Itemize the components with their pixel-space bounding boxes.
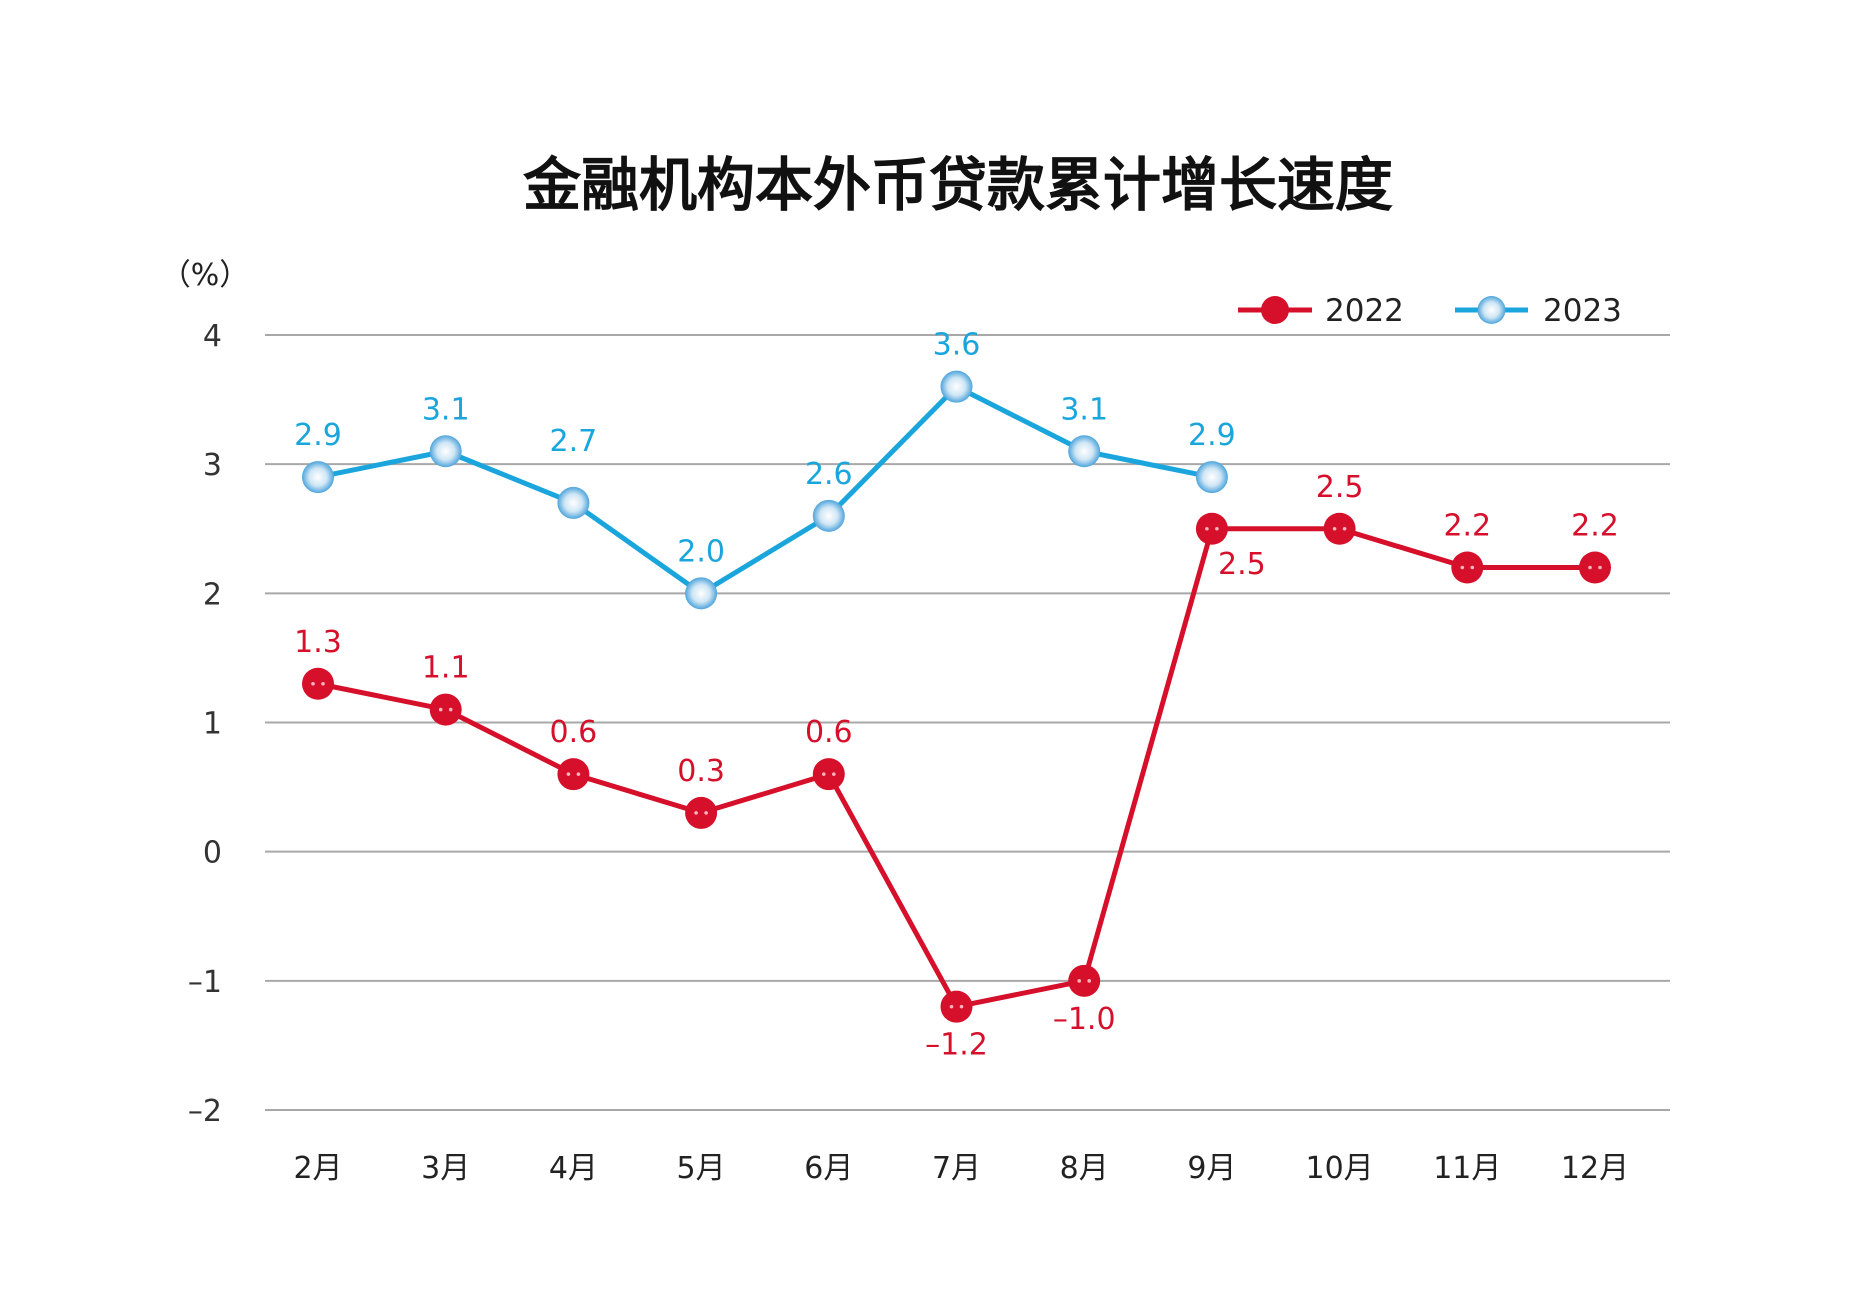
data-label: 2.5 xyxy=(1218,547,1266,582)
data-label: 1.1 xyxy=(422,651,470,686)
data-label: 2.9 xyxy=(1188,418,1236,453)
data-label: 2.6 xyxy=(805,457,853,492)
data-point-highlight xyxy=(1460,565,1465,570)
data-point-highlight xyxy=(438,707,443,712)
data-point xyxy=(1068,435,1101,468)
legend-swatch-marker xyxy=(1261,296,1289,324)
data-point xyxy=(1451,551,1484,584)
x-tick-label: 9月 xyxy=(1187,1151,1236,1186)
legend-label: 2022 xyxy=(1325,293,1404,329)
data-point xyxy=(429,435,462,468)
legend-swatch-marker xyxy=(1477,296,1506,324)
data-point xyxy=(429,693,462,726)
x-tick-label: 5月 xyxy=(677,1151,726,1186)
data-label: 0.6 xyxy=(550,715,598,750)
data-label: –1.2 xyxy=(925,1028,988,1063)
data-point-highlight xyxy=(448,707,453,712)
series-group: 1.3 1.1 0.6 0.3 0.6 –1.2 –1.0 2.5 2.5 2.2 2.2 2.9 3.… xyxy=(294,328,1619,1063)
data-label: 3.1 xyxy=(422,392,470,427)
legend: 2022 2023 xyxy=(1238,293,1622,329)
x-axis-ticks: 2月 3月 4月 5月 6月 7月 8月 9月 10月 11月 12月 xyxy=(293,1151,1629,1186)
data-point-highlight xyxy=(321,681,325,686)
y-tick-label: 3 xyxy=(203,448,222,483)
y-axis-ticks: 4 3 2 1 0 –1 –2 xyxy=(188,319,222,1129)
chart-title: 金融机构本外币贷款累计增长速度 xyxy=(523,151,1393,219)
data-label: 1.3 xyxy=(294,625,342,660)
data-point xyxy=(812,499,845,532)
data-point-highlight xyxy=(949,1004,954,1009)
data-point-highlight xyxy=(1077,979,1081,983)
data-point-highlight xyxy=(694,811,698,815)
data-point xyxy=(685,577,718,610)
data-point-highlight xyxy=(1470,565,1475,570)
data-point-highlight xyxy=(1215,526,1219,531)
data-label: 0.3 xyxy=(677,754,725,789)
y-tick-label: 2 xyxy=(203,577,222,612)
data-point xyxy=(685,796,718,829)
data-point-highlight xyxy=(1588,565,1592,570)
series-line-2022 xyxy=(317,526,1595,1010)
data-label: 2.7 xyxy=(550,424,598,459)
legend-item-2023: 2023 xyxy=(1455,293,1622,329)
data-point-highlight xyxy=(1598,565,1602,570)
data-point xyxy=(302,461,334,494)
x-tick-label: 6月 xyxy=(804,1151,853,1186)
data-label: 3.6 xyxy=(933,328,981,363)
y-tick-label: –1 xyxy=(188,965,222,1000)
data-point xyxy=(557,758,590,791)
data-label: 2.0 xyxy=(677,534,725,569)
data-label: 2.2 xyxy=(1443,509,1491,544)
data-point xyxy=(812,758,845,791)
data-label: 2.2 xyxy=(1571,509,1619,544)
y-tick-label: –2 xyxy=(188,1094,222,1129)
data-point-highlight xyxy=(576,772,581,776)
data-point-highlight xyxy=(566,772,571,776)
y-tick-label: 1 xyxy=(203,707,222,742)
data-point xyxy=(1195,461,1228,494)
series-line-2023 xyxy=(317,384,1213,596)
y-tick-label: 4 xyxy=(203,319,222,354)
x-tick-label: 10月 xyxy=(1306,1151,1374,1186)
data-point xyxy=(557,486,590,519)
data-point-highlight xyxy=(311,681,315,686)
x-tick-label: 3月 xyxy=(421,1151,470,1186)
x-tick-label: 8月 xyxy=(1060,1151,1109,1186)
data-label: –1.0 xyxy=(1053,1002,1116,1037)
x-tick-label: 12月 xyxy=(1561,1151,1629,1186)
x-tick-label: 4月 xyxy=(549,1151,598,1186)
data-point xyxy=(302,667,334,700)
y-axis-unit-label: （%） xyxy=(161,258,250,293)
gridlines xyxy=(265,334,1670,1111)
data-point xyxy=(1579,551,1611,584)
data-point xyxy=(1323,512,1356,545)
legend-item-2022: 2022 xyxy=(1238,293,1404,329)
x-tick-label: 7月 xyxy=(932,1151,981,1186)
data-label: 2.5 xyxy=(1316,470,1364,505)
x-tick-label: 11月 xyxy=(1433,1151,1501,1186)
data-point-highlight xyxy=(832,772,836,776)
y-tick-label: 0 xyxy=(203,836,222,871)
legend-label: 2023 xyxy=(1543,293,1622,329)
data-point-highlight xyxy=(1332,526,1337,531)
data-point xyxy=(1068,964,1101,997)
data-point-highlight xyxy=(822,772,826,776)
data-point-highlight xyxy=(1087,979,1091,983)
data-label: 2.9 xyxy=(294,418,342,453)
data-label: 0.6 xyxy=(805,715,853,750)
data-point-highlight xyxy=(959,1004,964,1009)
data-point xyxy=(940,990,973,1023)
data-point-highlight xyxy=(1342,526,1347,531)
data-point xyxy=(1195,512,1228,545)
series-2023: 2.9 3.1 2.7 2.0 2.6 3.6 3.1 2.9 xyxy=(294,328,1236,610)
data-label: 3.1 xyxy=(1060,392,1108,427)
x-tick-label: 2月 xyxy=(293,1151,342,1186)
data-point-highlight xyxy=(704,811,708,815)
data-point-highlight xyxy=(1205,526,1209,531)
data-point xyxy=(940,370,973,403)
series-2022: 1.3 1.1 0.6 0.3 0.6 –1.2 –1.0 2.5 2.5 2.2 2.2 xyxy=(294,470,1619,1063)
